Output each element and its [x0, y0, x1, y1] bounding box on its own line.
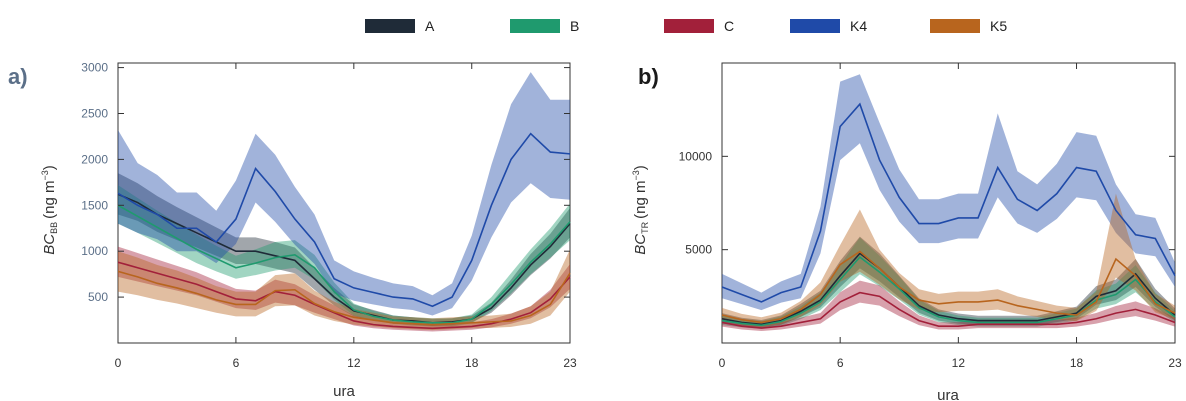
- panel-a-xtick-12: 12: [347, 356, 361, 370]
- panel-a-line-k5: [117, 270, 571, 326]
- panel-a-xtick-0: 0: [115, 356, 122, 370]
- panel-a-band-k5: [118, 249, 570, 331]
- panel-a-line-a: [117, 193, 571, 324]
- legend: A B C K4 K5: [365, 18, 1007, 34]
- panel-a-xtick-6: 6: [233, 356, 240, 370]
- panel-b: b) BCTR (ng m−3) ura 0 6 12 18 23 5000 10000: [631, 62, 1182, 401]
- panel-a-ytick-500: 500: [88, 290, 108, 304]
- panel-b-line-k5: [721, 250, 1176, 324]
- panel-b-ylabel-close: ): [632, 165, 649, 170]
- panel-b-band-k5: [722, 193, 1175, 327]
- panel-b-line-b: [721, 256, 1176, 327]
- panel-b-xtick-23: 23: [1168, 356, 1182, 370]
- panel-a-xtick-23: 23: [563, 356, 577, 370]
- legend-swatch-b: [510, 19, 560, 33]
- panel-a-xtick-18: 18: [465, 356, 479, 370]
- panel-a-xlabel: ura: [333, 383, 355, 400]
- panel-b-ylabel: BCTR (ng m−3): [631, 165, 650, 254]
- panel-a: a) BCBB (ng m−3) ura 0 6 12 18 23 500 1000 1500 2…: [8, 61, 577, 400]
- panel-b-label: b): [638, 64, 659, 89]
- panel-b-ytick-10000: 10000: [679, 149, 713, 163]
- panel-b-xlabel: ura: [937, 387, 959, 401]
- panel-a-line-k4: [117, 132, 571, 308]
- legend-label-k4: K4: [850, 18, 867, 34]
- legend-swatch-k4: [790, 19, 840, 33]
- panel-b-line-c: [721, 291, 1176, 329]
- panel-a-ytick-1500: 1500: [81, 198, 108, 212]
- panel-a-ytick-2500: 2500: [81, 106, 108, 120]
- panel-b-ylabel-sub: TR: [640, 221, 650, 233]
- panel-b-ylabel-exp: −3: [631, 170, 641, 180]
- legend-swatch-a: [365, 19, 415, 33]
- panel-b-band-c: [722, 280, 1175, 332]
- panel-a-band-k4: [118, 72, 570, 316]
- panel-a-ylabel: BCBB (ng m−3): [40, 165, 59, 254]
- panel-b-frame: [721, 62, 1176, 344]
- panel-b-xtick-18: 18: [1070, 356, 1084, 370]
- panel-a-ylabel-unit: (ng m: [41, 181, 58, 219]
- panel-b-xtick-12: 12: [952, 356, 966, 370]
- panel-a-ylabel-exp: −3: [40, 170, 50, 180]
- legend-label-c: C: [724, 18, 734, 34]
- legend-swatch-k5: [930, 19, 980, 33]
- panel-a-ytick-2000: 2000: [81, 152, 108, 166]
- panel-b-band-k4: [722, 74, 1175, 311]
- panel-a-ytick-3000: 3000: [81, 61, 108, 75]
- panel-a-ylabel-close: ): [41, 165, 58, 170]
- panel-a-band-a: [118, 173, 570, 327]
- legend-label-k5: K5: [990, 18, 1007, 34]
- panel-a-band-b: [118, 185, 570, 327]
- panel-a-line-b: [117, 204, 571, 324]
- legend-swatch-c: [664, 19, 714, 33]
- panel-b-ylabel-main: BC: [632, 234, 649, 255]
- panel-a-plot: 0 6 12 18 23 500 1000 1500 2000 2500 3000: [81, 61, 577, 370]
- panel-b-line-k4: [721, 102, 1176, 303]
- panel-b-ytick-5000: 5000: [685, 243, 712, 257]
- panel-a-frame: [117, 62, 571, 344]
- panel-a-line-c: [117, 261, 571, 330]
- legend-label-a: A: [425, 18, 435, 34]
- panel-a-label: a): [8, 64, 28, 89]
- panel-a-ytick-1000: 1000: [81, 244, 108, 258]
- panel-a-ylabel-sub: BB: [49, 222, 59, 234]
- legend-label-b: B: [570, 18, 579, 34]
- panel-b-plot: 0 6 12 18 23 5000 10000: [679, 62, 1182, 370]
- panel-a-ylabel-main: BC: [41, 234, 58, 255]
- panel-b-xtick-6: 6: [837, 356, 844, 370]
- panel-b-xtick-0: 0: [719, 356, 726, 370]
- panel-b-ylabel-unit: (ng m: [632, 181, 649, 219]
